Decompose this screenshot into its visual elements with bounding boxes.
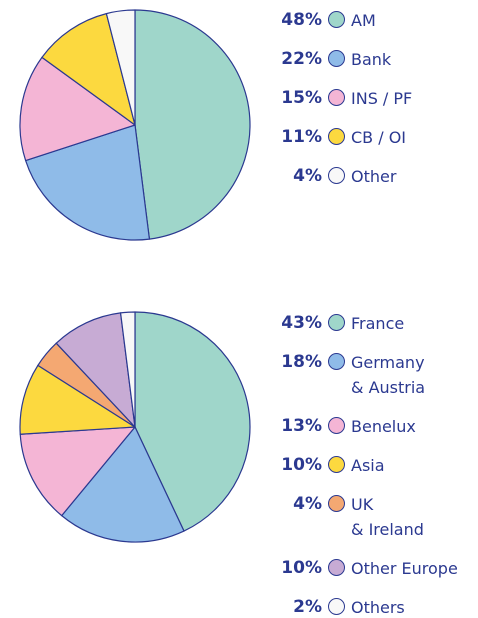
pie-slice	[19, 56, 136, 162]
legend-label: Asia	[351, 456, 385, 475]
pie-slice	[119, 311, 136, 428]
legend-item: 18% Germany & Austria	[258, 350, 458, 400]
legend-item: 22% Bank	[258, 47, 412, 72]
value-label: 48%	[281, 10, 322, 30]
legend-label: UK & Ireland	[351, 495, 424, 539]
legend: 48% AM 22% Bank 15% INS / PF 11% CB / OI 4% Other	[258, 8, 412, 203]
legend-label: CB / OI	[351, 128, 407, 147]
legend-swatch	[328, 598, 345, 615]
legend-label: Germany & Austria	[351, 353, 426, 397]
legend-item: 11% CB / OI	[258, 125, 412, 150]
pie-slice	[134, 9, 251, 240]
legend-swatch	[328, 50, 345, 67]
legend-label: Benelux	[351, 417, 416, 436]
legend-item: 10% Other Europe	[258, 556, 458, 581]
value-label: 4%	[293, 494, 322, 514]
pie-slice	[19, 426, 136, 517]
legend-swatch	[328, 128, 345, 145]
legend-label: Others	[351, 598, 405, 617]
legend-item: 10% Asia	[258, 453, 458, 478]
pie-slice	[55, 312, 136, 428]
value-label: 18%	[281, 352, 322, 372]
legend-item: 13% Benelux	[258, 414, 458, 439]
legend-item: 4% UK & Ireland	[258, 492, 458, 542]
legend-label: France	[351, 314, 405, 333]
pie-slice	[61, 426, 185, 543]
legend-swatch	[328, 353, 345, 370]
legend-label: INS / PF	[351, 89, 413, 108]
legend-label: Other Europe	[351, 559, 458, 578]
legend-swatch	[328, 89, 345, 106]
legend-item: 2% Others	[258, 595, 458, 618]
legend-swatch	[328, 11, 345, 28]
legend-swatch	[328, 167, 345, 184]
value-label: 4%	[293, 166, 322, 186]
value-label: 15%	[281, 88, 322, 108]
legend: 43% France 18% Germany & Austria 13% Benelux 1…	[258, 311, 458, 618]
value-label: 13%	[281, 416, 322, 436]
legend-swatch	[328, 456, 345, 473]
value-label: 22%	[281, 49, 322, 69]
legend-item: 15% INS / PF	[258, 86, 412, 111]
legend-item: 48% AM	[258, 8, 412, 33]
pie-slice	[25, 124, 151, 241]
legend-item: 43% France	[258, 311, 458, 336]
pie-slice	[19, 364, 136, 435]
legend-swatch	[328, 314, 345, 331]
legend-swatch	[328, 559, 345, 576]
value-label: 11%	[281, 127, 322, 147]
legend-label: Other	[351, 167, 397, 186]
value-label: 2%	[293, 597, 322, 617]
legend-label: Bank	[351, 50, 392, 69]
value-label: 10%	[281, 455, 322, 475]
pie-slice	[105, 9, 136, 126]
value-label: 10%	[281, 558, 322, 578]
pie-slice	[134, 311, 251, 532]
legend-swatch	[328, 495, 345, 512]
legend-label: AM	[351, 11, 376, 30]
legend-item: 4% Other	[258, 164, 412, 189]
value-label: 43%	[281, 313, 322, 333]
legend-swatch	[328, 417, 345, 434]
pie-slice	[41, 13, 136, 126]
